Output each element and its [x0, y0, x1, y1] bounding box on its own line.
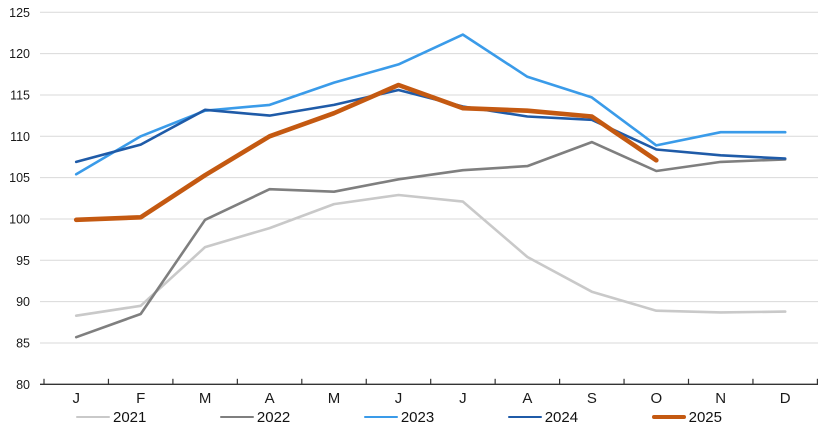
y-tick-label-85: 85: [16, 336, 30, 350]
legend-label-2025: 2025: [688, 408, 722, 426]
x-tick-label-11: D: [780, 390, 791, 407]
legend-swatch-2022: [219, 415, 254, 419]
series-line-2022: [74, 140, 787, 339]
legend-swatch-2021: [76, 415, 110, 419]
series-line-2025: [73, 82, 659, 223]
x-tick-label-3: A: [265, 390, 275, 407]
y-tick-label-100: 100: [9, 212, 30, 226]
y-tick-label-115: 115: [10, 88, 30, 102]
x-tick-label-6: J: [459, 390, 467, 407]
legend-item-2024: 2024: [507, 408, 579, 426]
y-tick-label-90: 90: [16, 295, 30, 309]
series-line-2024: [74, 88, 787, 164]
x-tick-label-7: A: [522, 390, 532, 407]
y-tick-label-95: 95: [16, 254, 30, 268]
series-line-2023: [74, 33, 787, 176]
legend-item-2025: 2025: [651, 408, 722, 426]
x-tick-label-2: M: [199, 390, 212, 407]
x-tick-label-4: M: [328, 390, 341, 407]
legend-swatch-2023: [363, 415, 398, 419]
legend-item-2022: 2022: [219, 408, 291, 426]
y-tick-label-120: 120: [9, 47, 30, 61]
legend-label-2024: 2024: [544, 408, 579, 426]
legend-swatch-2025: [651, 414, 686, 420]
legend-label-2023: 2023: [400, 408, 435, 426]
x-tick-label-5: J: [395, 390, 403, 407]
y-tick-label-110: 110: [10, 130, 30, 144]
x-tick-label-10: N: [715, 390, 726, 407]
legend-item-2021: 2021: [76, 410, 146, 425]
series-line-2021: [74, 193, 787, 318]
y-tick-label-80: 80: [16, 378, 30, 392]
x-tick-label-8: S: [587, 390, 597, 407]
legend-item-2023: 2023: [363, 408, 435, 426]
legend-label-2022: 2022: [256, 408, 291, 426]
x-tick-label-0: J: [72, 390, 80, 407]
y-tick-label-105: 105: [9, 171, 30, 185]
chart-legend: 2021 2022 2023 2024 2025: [76, 404, 722, 430]
y-tick-label-125: 125: [9, 6, 30, 20]
x-tick-label-9: O: [650, 390, 662, 407]
x-tick-label-1: F: [136, 390, 145, 407]
legend-label-2021: 2021: [113, 408, 147, 426]
legend-swatch-2024: [507, 415, 542, 419]
